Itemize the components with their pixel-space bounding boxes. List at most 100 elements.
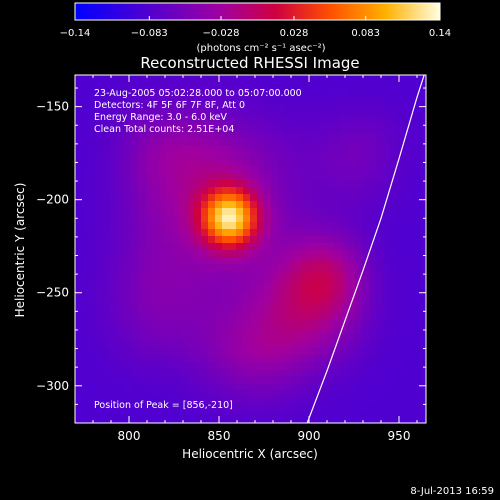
heatmap-cell [306,390,313,397]
heatmap-cell [89,215,96,222]
heatmap-cell [215,348,222,355]
heatmap-cell [355,334,362,341]
heatmap-cell [103,418,110,423]
heatmap-cell [320,306,327,313]
heatmap-cell [271,264,278,271]
heatmap-cell [369,411,376,418]
heatmap-cell [250,369,257,376]
heatmap-cell [138,348,145,355]
heatmap-cell [243,152,250,159]
heatmap-cell [292,250,299,257]
heatmap-cell [418,96,425,103]
heatmap-cell [250,397,257,404]
heatmap-cell [397,194,404,201]
heatmap-cell [320,201,327,208]
heatmap-cell [173,299,180,306]
heatmap-cell [222,173,229,180]
heatmap-cell [341,334,348,341]
heatmap-cell [369,327,376,334]
heatmap-cell [138,187,145,194]
heatmap-cell [222,152,229,159]
heatmap-cell [341,271,348,278]
heatmap-cell [215,271,222,278]
heatmap-cell [103,285,110,292]
heatmap-cell [159,383,166,390]
heatmap-cell [327,222,334,229]
heatmap-cell [334,243,341,250]
heatmap-cell [390,96,397,103]
heatmap-cell [173,383,180,390]
heatmap-cell [103,411,110,418]
heatmap-cell [236,250,243,257]
heatmap-cell [173,145,180,152]
heatmap-cell [404,334,411,341]
heatmap-cell [348,383,355,390]
heatmap-cell [313,257,320,264]
heatmap-cell [418,369,425,376]
heatmap-cell [82,131,89,138]
heatmap-cell [411,327,418,334]
heatmap-cell [355,250,362,257]
heatmap-cell [306,369,313,376]
heatmap-cell [124,166,131,173]
heatmap-cell [390,257,397,264]
heatmap-cell [376,96,383,103]
heatmap-cell [117,362,124,369]
heatmap-cell [75,117,82,124]
heatmap-cell [404,159,411,166]
heatmap-cell [229,292,236,299]
heatmap-cell [215,117,222,124]
heatmap-cell [124,89,131,96]
heatmap-cell [145,89,152,96]
heatmap-cell [418,124,425,131]
heatmap-cell [117,208,124,215]
heatmap-cell [369,320,376,327]
heatmap-cell [320,257,327,264]
heatmap-cell [124,390,131,397]
heatmap-cell [313,194,320,201]
heatmap-cell [131,187,138,194]
heatmap-cell [145,131,152,138]
heatmap-cell [320,229,327,236]
heatmap-cell [327,110,334,117]
heatmap-cell [257,103,264,110]
heatmap-cell [257,250,264,257]
heatmap-cell [75,166,82,173]
heatmap-cell [243,208,250,215]
heatmap-cell [110,271,117,278]
heatmap-cell [201,355,208,362]
heatmap-cell [257,299,264,306]
heatmap-cell [110,194,117,201]
heatmap-cell [327,152,334,159]
heatmap-cell [320,89,327,96]
heatmap-cell [180,82,187,89]
heatmap-cell [348,208,355,215]
heatmap-cell [250,313,257,320]
heatmap-cell [306,82,313,89]
heatmap-cell [320,299,327,306]
heatmap-cell [138,418,145,423]
heatmap-cell [271,369,278,376]
heatmap-cell [89,278,96,285]
heatmap-cell [222,355,229,362]
heatmap-cell [96,355,103,362]
heatmap-cell [257,201,264,208]
heatmap-cell [194,299,201,306]
heatmap-cell [292,285,299,292]
heatmap-cell [313,327,320,334]
heatmap-cell [313,292,320,299]
heatmap-cell [138,243,145,250]
heatmap-cell [250,250,257,257]
heatmap-cell [250,187,257,194]
heatmap-cell [257,376,264,383]
heatmap-cell [201,208,208,215]
heatmap-cell [138,138,145,145]
heatmap-cell [383,285,390,292]
heatmap-cell [285,285,292,292]
heatmap-cell [404,418,411,423]
heatmap-cell [201,194,208,201]
heatmap-cell [166,222,173,229]
heatmap-cell [75,376,82,383]
colorbar-tick-label: −0.083 [131,28,168,39]
heatmap-cell [320,404,327,411]
